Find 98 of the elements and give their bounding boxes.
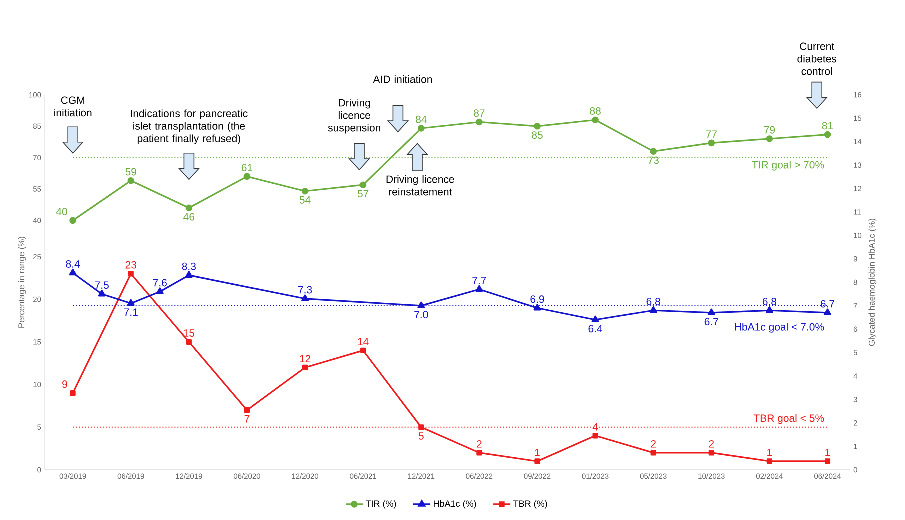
point xyxy=(98,290,106,297)
data-label: 73 xyxy=(648,156,659,164)
point xyxy=(534,304,542,311)
point xyxy=(127,299,135,306)
data-label: 23 xyxy=(126,261,136,269)
point xyxy=(418,125,425,132)
data-label: 54 xyxy=(300,196,311,204)
point xyxy=(186,339,192,345)
point xyxy=(766,306,774,314)
point xyxy=(244,408,250,414)
point xyxy=(708,140,716,147)
data-label: 40 xyxy=(56,208,68,216)
point xyxy=(69,268,77,276)
point xyxy=(360,348,366,354)
data-label: 7.0 xyxy=(414,311,428,319)
point xyxy=(360,182,367,188)
point xyxy=(592,316,600,322)
point xyxy=(534,458,540,464)
point xyxy=(766,136,774,142)
data-label: 14 xyxy=(358,338,369,346)
point xyxy=(592,433,598,439)
data-label: 2 xyxy=(651,440,656,448)
point xyxy=(244,173,251,180)
data-label: 7 xyxy=(244,416,250,423)
data-label: 79 xyxy=(764,126,776,134)
legend-label: TIR (%) xyxy=(366,500,396,509)
annotation: Driving licence reinstatement xyxy=(386,175,454,196)
data-label: 1 xyxy=(535,449,540,456)
point xyxy=(592,116,599,124)
data-label: 6.8 xyxy=(646,298,660,306)
point xyxy=(708,308,716,316)
point xyxy=(766,458,772,464)
ref-line-label: HbA1c goal < 7.0% xyxy=(735,323,824,333)
point xyxy=(128,271,134,277)
point xyxy=(185,271,193,278)
point xyxy=(302,364,308,371)
point xyxy=(70,217,76,224)
point xyxy=(418,424,424,430)
data-label: 81 xyxy=(822,122,834,130)
data-label: 8.4 xyxy=(66,260,80,268)
point xyxy=(534,123,541,130)
ref-line-label: TIR goal > 70% xyxy=(752,161,824,171)
point xyxy=(824,131,832,138)
point xyxy=(650,306,658,314)
data-label: 77 xyxy=(706,130,717,138)
ref-line-label: TBR goal < 5% xyxy=(754,414,824,424)
point xyxy=(476,118,483,126)
data-label: 4 xyxy=(592,424,598,431)
data-label: 6.4 xyxy=(588,325,603,333)
data-label: 61 xyxy=(242,164,253,172)
data-label: 1 xyxy=(768,449,772,456)
data-label: 15 xyxy=(184,330,195,337)
data-label: 2 xyxy=(709,440,714,448)
point xyxy=(476,450,482,456)
data-label: 46 xyxy=(184,213,195,221)
data-label: 8.3 xyxy=(182,262,196,270)
data-label: 6.8 xyxy=(762,298,777,306)
text: AID initiation xyxy=(373,76,432,84)
point xyxy=(824,308,832,316)
point xyxy=(418,302,426,308)
point xyxy=(302,188,309,195)
data-label: 6.7 xyxy=(820,300,835,308)
legend-label: HbA1c (%) xyxy=(434,500,476,509)
data-label: 7.3 xyxy=(298,286,312,294)
data-label: 2 xyxy=(477,440,482,448)
point xyxy=(128,177,135,184)
data-label: 9 xyxy=(62,380,68,388)
point xyxy=(186,204,193,212)
data-label: 57 xyxy=(358,190,369,198)
data-label: 88 xyxy=(590,108,601,115)
data-label: 7.1 xyxy=(124,308,138,316)
data-label: 6.9 xyxy=(530,296,544,304)
data-label: 1 xyxy=(826,449,830,456)
data-label: 59 xyxy=(126,168,136,176)
point xyxy=(650,450,656,456)
point xyxy=(476,285,484,292)
annotation: CGM initiation xyxy=(54,96,92,117)
point xyxy=(708,450,714,456)
point xyxy=(156,288,164,294)
point xyxy=(650,148,657,155)
y2-axis-title: Glycated haemoglobin HbA1c (%) xyxy=(868,219,877,346)
data-label: 84 xyxy=(416,116,427,124)
data-label: 5 xyxy=(418,432,424,440)
text: Current diabetes control xyxy=(798,42,837,76)
annotation: Driving licence suspension xyxy=(328,99,380,134)
annotation: Indications for pancreatic islet transplantation (the patient finally refused) xyxy=(131,110,248,144)
data-label: 87 xyxy=(474,110,485,118)
data-label: 7.5 xyxy=(95,282,109,290)
data-label: 7.7 xyxy=(472,277,486,284)
data-label: 7.6 xyxy=(153,279,167,287)
legend-label: TBR (%) xyxy=(514,500,548,509)
data-label: 6.7 xyxy=(704,318,718,326)
y-axis-title: Percentage in range (%) xyxy=(18,236,26,328)
data-label: 85 xyxy=(532,132,543,140)
point xyxy=(70,390,76,396)
point xyxy=(824,458,831,464)
point xyxy=(302,294,310,302)
data-label: 12 xyxy=(300,355,311,363)
